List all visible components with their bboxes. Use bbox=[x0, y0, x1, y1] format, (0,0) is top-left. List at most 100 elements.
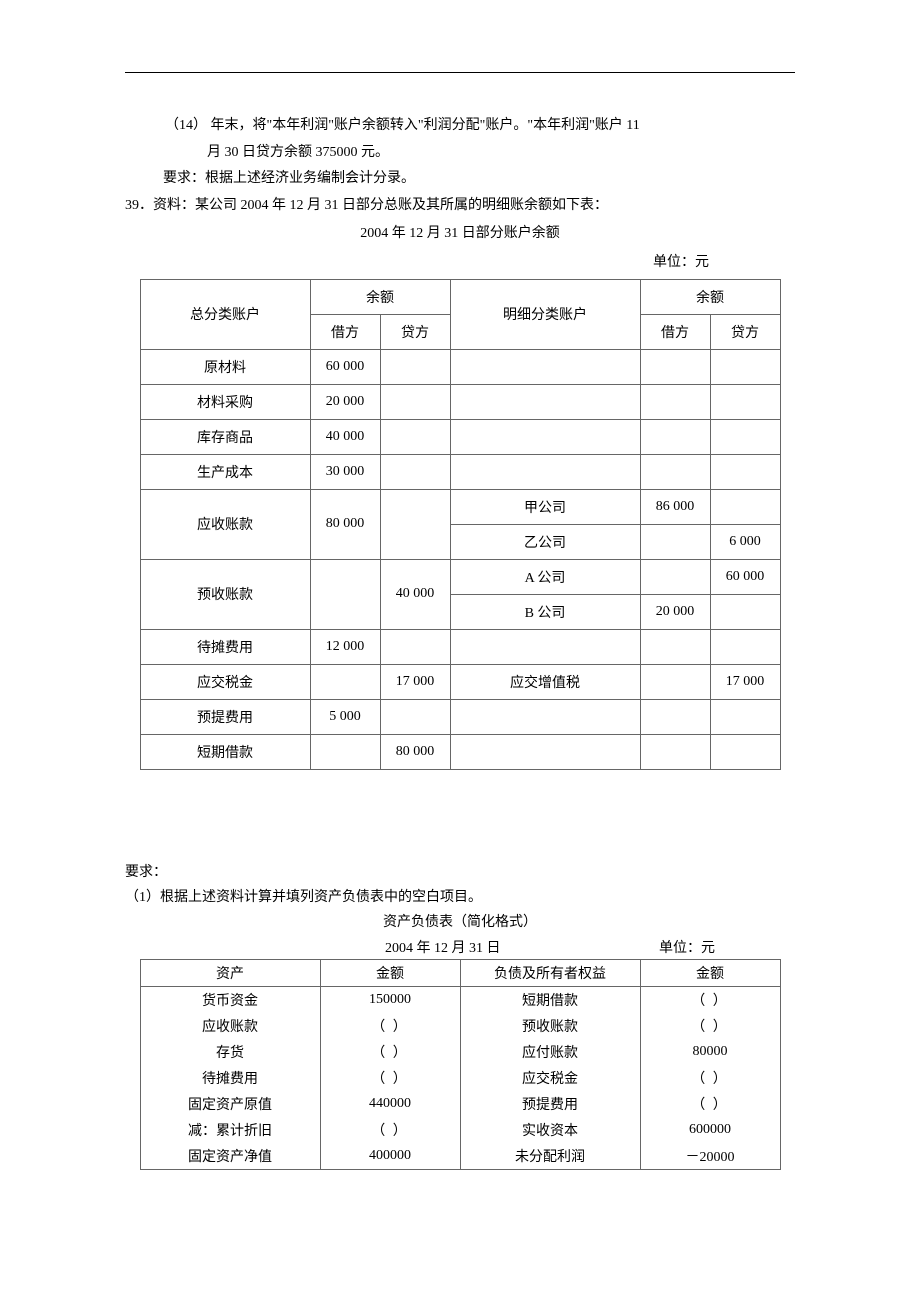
cell bbox=[710, 419, 780, 454]
cell: 80000 bbox=[640, 1039, 780, 1065]
cell bbox=[310, 734, 380, 769]
th-detail: 明细分类账户 bbox=[450, 279, 640, 349]
cell: 应交税金 bbox=[140, 664, 310, 699]
cell bbox=[450, 629, 640, 664]
cell bbox=[640, 664, 710, 699]
table-row: 应交税金17 000应交增值税17 000 bbox=[140, 664, 780, 699]
table-row: 预收账款40 000A 公司60 000 bbox=[140, 559, 780, 594]
cell: 17 000 bbox=[710, 664, 780, 699]
cell: 存货 bbox=[140, 1039, 320, 1065]
table-row: 存货（ ）应付账款80000 bbox=[140, 1039, 780, 1065]
cell bbox=[310, 664, 380, 699]
cell bbox=[380, 454, 450, 489]
cell bbox=[450, 384, 640, 419]
cell: 预提费用 bbox=[460, 1091, 640, 1117]
cell bbox=[640, 524, 710, 559]
cell: 甲公司 bbox=[450, 489, 640, 524]
cell: （ ） bbox=[640, 1065, 780, 1091]
table-row: 材料采购20 000 bbox=[140, 384, 780, 419]
cell bbox=[640, 419, 710, 454]
cell: 20 000 bbox=[310, 384, 380, 419]
cell bbox=[640, 629, 710, 664]
horizontal-rule bbox=[125, 72, 795, 73]
cell: 440000 bbox=[320, 1091, 460, 1117]
cell bbox=[310, 559, 380, 629]
table-row: 生产成本30 000 bbox=[140, 454, 780, 489]
cell bbox=[380, 419, 450, 454]
cell: 86 000 bbox=[640, 489, 710, 524]
table1-header-row1: 总分类账户 余额 明细分类账户 余额 bbox=[140, 279, 780, 314]
cell: （ ） bbox=[320, 1013, 460, 1039]
cell: 60 000 bbox=[310, 349, 380, 384]
cell: 预提费用 bbox=[140, 699, 310, 734]
balance-sheet-table: 资产 金额 负债及所有者权益 金额 货币资金150000短期借款（ ）应收账款（… bbox=[140, 959, 781, 1170]
cell bbox=[380, 489, 450, 559]
cell: 600000 bbox=[640, 1117, 780, 1143]
cell bbox=[380, 699, 450, 734]
cell: 应收账款 bbox=[140, 489, 310, 559]
cell: A 公司 bbox=[450, 559, 640, 594]
cell bbox=[640, 734, 710, 769]
cell bbox=[710, 349, 780, 384]
th-balance-2: 余额 bbox=[640, 279, 780, 314]
cell: 40 000 bbox=[380, 559, 450, 629]
cell: 生产成本 bbox=[140, 454, 310, 489]
cell bbox=[710, 489, 780, 524]
cell: （ ） bbox=[320, 1117, 460, 1143]
table-row: 短期借款80 000 bbox=[140, 734, 780, 769]
table-row: 库存商品40 000 bbox=[140, 419, 780, 454]
cell bbox=[710, 454, 780, 489]
cell bbox=[450, 454, 640, 489]
cell bbox=[640, 559, 710, 594]
cell: （ ） bbox=[640, 1013, 780, 1039]
table-row: 待摊费用（ ）应交税金（ ） bbox=[140, 1065, 780, 1091]
cell: 80 000 bbox=[310, 489, 380, 559]
cell: 80 000 bbox=[380, 734, 450, 769]
cell: 原材料 bbox=[140, 349, 310, 384]
th-amt1: 金额 bbox=[320, 960, 460, 987]
cell: 应交税金 bbox=[460, 1065, 640, 1091]
cell: 预收账款 bbox=[140, 559, 310, 629]
th-amt2: 金额 bbox=[640, 960, 780, 987]
cell: 库存商品 bbox=[140, 419, 310, 454]
question-39: 39．资料：某公司 2004 年 12 月 31 日部分总账及其所属的明细账余额… bbox=[125, 193, 795, 220]
cell: 固定资产净值 bbox=[140, 1143, 320, 1170]
cell: 40 000 bbox=[310, 419, 380, 454]
table-row: 货币资金150000短期借款（ ） bbox=[140, 987, 780, 1014]
th-liab: 负债及所有者权益 bbox=[460, 960, 640, 987]
table1-unit: 单位：元 bbox=[125, 250, 795, 277]
cell bbox=[640, 349, 710, 384]
cell: 应付账款 bbox=[460, 1039, 640, 1065]
cell bbox=[380, 384, 450, 419]
cell bbox=[640, 699, 710, 734]
cell bbox=[710, 699, 780, 734]
cell bbox=[710, 629, 780, 664]
cell: 预收账款 bbox=[460, 1013, 640, 1039]
cell: 乙公司 bbox=[450, 524, 640, 559]
cell: 减：累计折旧 bbox=[140, 1117, 320, 1143]
th-debit-2: 借方 bbox=[640, 314, 710, 349]
item-14-line2: 月 30 日贷方余额 375000 元。 bbox=[125, 140, 795, 167]
cell: 20 000 bbox=[640, 594, 710, 629]
table-row: 减：累计折旧（ ）实收资本600000 bbox=[140, 1117, 780, 1143]
cell: （ ） bbox=[640, 1091, 780, 1117]
table-row: 应收账款80 000甲公司86 000 bbox=[140, 489, 780, 524]
cell: 30 000 bbox=[310, 454, 380, 489]
cell: 150000 bbox=[320, 987, 460, 1014]
table-row: 原材料60 000 bbox=[140, 349, 780, 384]
cell: 短期借款 bbox=[460, 987, 640, 1014]
cell bbox=[640, 384, 710, 419]
cell: 60 000 bbox=[710, 559, 780, 594]
cell bbox=[450, 419, 640, 454]
cell: 货币资金 bbox=[140, 987, 320, 1014]
cell: 12 000 bbox=[310, 629, 380, 664]
table2-header: 资产 金额 负债及所有者权益 金额 bbox=[140, 960, 780, 987]
th-credit-2: 贷方 bbox=[710, 314, 780, 349]
th-balance-1: 余额 bbox=[310, 279, 450, 314]
table-row: 待摊费用12 000 bbox=[140, 629, 780, 664]
cell bbox=[710, 734, 780, 769]
cell: 应交增值税 bbox=[450, 664, 640, 699]
table1-title: 2004 年 12 月 31 日部分账户余额 bbox=[125, 221, 795, 248]
cell: （ ） bbox=[320, 1039, 460, 1065]
table2-unit: 单位：元 bbox=[659, 937, 715, 957]
